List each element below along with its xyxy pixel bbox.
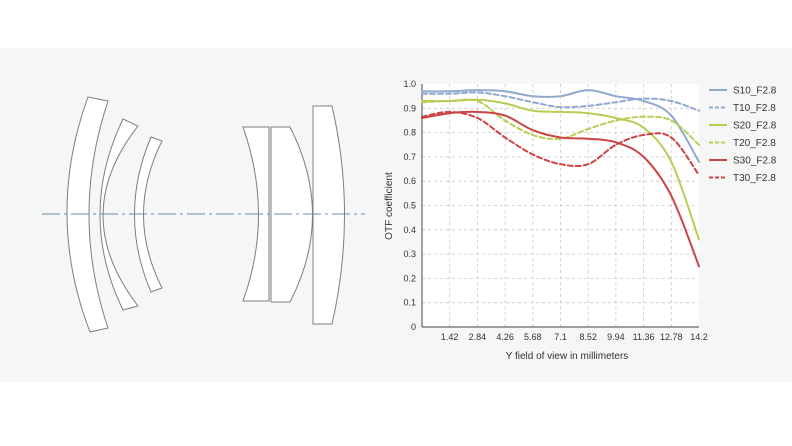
y-tick-label: 0.9	[403, 103, 416, 113]
legend-label: S10_F2.8	[733, 86, 777, 97]
x-tick-label: 4.26	[496, 332, 514, 342]
series-line-t20-f2-8	[421, 98, 700, 146]
x-tick-label: 14.2	[690, 332, 708, 342]
y-tick-label: 1.0	[403, 79, 416, 89]
series-line-s30-f2-8	[421, 110, 700, 268]
legend-label: S20_F2.8	[733, 121, 777, 132]
y-tick-label: 0.8	[403, 128, 416, 138]
x-tick-label: 9.94	[607, 332, 625, 342]
legend-label: T20_F2.8	[733, 138, 776, 149]
x-tick-label: 11.36	[633, 332, 655, 342]
x-tick-label: 1.42	[441, 332, 459, 342]
x-tick-label: 2.84	[469, 332, 487, 342]
y-tick-label: 0.3	[403, 249, 416, 259]
x-tick-label: 7.1	[554, 332, 567, 342]
y-tick-label: 0.7	[403, 152, 416, 162]
lens-element-4	[242, 126, 270, 302]
lens-element-6	[312, 105, 345, 325]
y-tick-label: 0.1	[403, 298, 416, 308]
series-line-s10-f2-8	[421, 89, 700, 163]
y-axis-title: OTF coefficient	[384, 172, 395, 240]
lens-element-3	[134, 136, 163, 293]
y-tick-label: 0.2	[403, 273, 416, 283]
y-tick-label: 0.5	[403, 201, 416, 211]
y-tick-label: 0	[411, 322, 416, 332]
x-tick-label: 12.78	[660, 332, 683, 342]
legend-label: T30_F2.8	[733, 173, 776, 184]
y-tick-label: 0.6	[403, 176, 416, 186]
x-tick-label: 8.52	[579, 332, 597, 342]
y-tick-label: 0.4	[403, 225, 416, 235]
legend-label: T10_F2.8	[733, 103, 776, 114]
series-line-t30-f2-8	[421, 110, 700, 177]
series-line-t10-f2-8	[421, 91, 700, 112]
legend-label: S30_F2.8	[733, 156, 777, 167]
legend: S10_F2.8 T10_F2.8 S20_F2.8 T20_F2.8 S30_F2.8…	[709, 86, 777, 184]
lens-element-2	[99, 118, 139, 311]
x-tick-label: 5.68	[524, 332, 542, 342]
x-axis-title: Y field of view in millimeters	[506, 351, 629, 362]
